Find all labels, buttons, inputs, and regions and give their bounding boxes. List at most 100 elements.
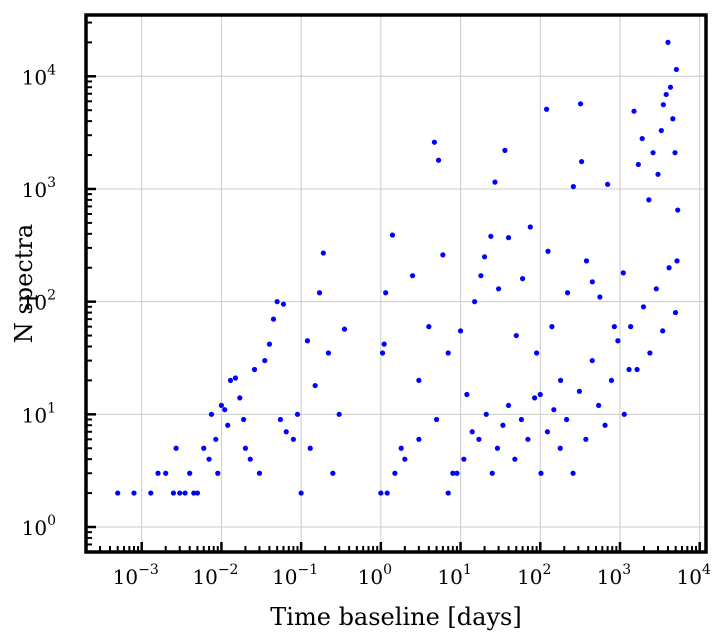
data-point bbox=[457, 328, 464, 334]
y-tick-exponent: 2 bbox=[47, 288, 56, 304]
data-point bbox=[191, 490, 197, 496]
data-point bbox=[280, 301, 287, 307]
data-point bbox=[527, 224, 533, 230]
data-point bbox=[227, 377, 234, 384]
data-point bbox=[389, 232, 396, 238]
data-point bbox=[635, 161, 641, 168]
x-tick-label: 101 bbox=[437, 562, 471, 589]
data-point bbox=[173, 445, 179, 451]
x-tick-label: 10−2 bbox=[192, 562, 238, 589]
data-point bbox=[251, 366, 258, 373]
data-point bbox=[170, 490, 177, 496]
data-point bbox=[307, 445, 313, 451]
x-tick-exponent: 1 bbox=[463, 562, 472, 578]
data-point bbox=[398, 445, 404, 451]
x-axis-label: Time baseline [days] bbox=[270, 603, 521, 631]
data-point bbox=[478, 273, 484, 279]
data-point bbox=[502, 147, 508, 153]
data-point bbox=[435, 157, 442, 163]
data-point bbox=[383, 290, 389, 296]
x-tick-exponent: −2 bbox=[218, 562, 239, 578]
data-point bbox=[538, 470, 544, 476]
data-point bbox=[464, 391, 470, 398]
data-point bbox=[215, 470, 221, 476]
y-tick-label: 103 bbox=[22, 175, 56, 202]
data-point bbox=[454, 470, 460, 476]
data-point bbox=[294, 411, 301, 417]
data-point bbox=[115, 490, 121, 496]
data-point bbox=[564, 416, 570, 423]
data-point bbox=[672, 309, 679, 316]
data-point bbox=[551, 407, 557, 413]
data-point bbox=[596, 402, 602, 409]
data-point bbox=[194, 490, 201, 496]
data-point bbox=[663, 91, 669, 98]
data-point bbox=[131, 490, 137, 496]
data-point bbox=[615, 338, 621, 344]
data-point bbox=[283, 429, 289, 435]
data-point bbox=[640, 304, 647, 310]
x-tick-exponent: −3 bbox=[138, 562, 159, 578]
data-point bbox=[431, 139, 438, 145]
data-point bbox=[667, 84, 674, 90]
data-point bbox=[570, 470, 576, 476]
data-point bbox=[489, 470, 495, 476]
data-point bbox=[597, 294, 603, 300]
data-point bbox=[461, 456, 467, 462]
data-point bbox=[570, 183, 576, 190]
data-point bbox=[222, 407, 228, 413]
x-tick-label: 102 bbox=[517, 562, 551, 589]
data-point bbox=[237, 395, 243, 401]
data-point bbox=[673, 66, 679, 73]
data-point bbox=[674, 258, 680, 264]
y-tick-label: 100 bbox=[22, 513, 56, 540]
y-tick-exponent: 1 bbox=[47, 400, 56, 416]
data-point bbox=[512, 456, 518, 462]
data-point bbox=[634, 366, 640, 373]
data-point bbox=[206, 456, 212, 462]
data-point bbox=[163, 470, 169, 476]
data-point bbox=[518, 416, 525, 423]
data-point bbox=[476, 436, 482, 442]
data-point bbox=[341, 326, 348, 332]
x-tick-exponent: −1 bbox=[298, 562, 319, 578]
data-point bbox=[201, 445, 207, 451]
data-point bbox=[631, 108, 637, 114]
data-point bbox=[558, 377, 564, 384]
data-point bbox=[577, 101, 584, 107]
data-point bbox=[583, 258, 590, 264]
data-point bbox=[650, 150, 656, 156]
data-point bbox=[483, 411, 489, 417]
data-point bbox=[218, 402, 225, 409]
data-point bbox=[262, 357, 268, 364]
data-point bbox=[537, 391, 543, 398]
y-tick-exponent: 3 bbox=[47, 175, 56, 191]
data-point bbox=[481, 254, 488, 260]
data-point bbox=[277, 416, 284, 423]
data-point bbox=[148, 490, 154, 496]
data-point bbox=[500, 422, 506, 428]
data-point bbox=[628, 324, 634, 330]
data-point bbox=[416, 377, 422, 384]
data-point bbox=[639, 135, 645, 142]
data-point bbox=[534, 350, 540, 356]
data-point bbox=[532, 395, 538, 401]
data-point bbox=[392, 470, 398, 476]
data-point bbox=[155, 470, 161, 476]
data-point bbox=[647, 350, 653, 356]
data-point bbox=[225, 422, 231, 428]
data-point bbox=[433, 416, 440, 423]
data-point bbox=[247, 456, 253, 462]
x-tick-exponent: 2 bbox=[543, 562, 552, 578]
x-tick-label: 10−1 bbox=[272, 562, 318, 589]
data-point bbox=[653, 286, 659, 292]
data-point bbox=[241, 416, 247, 423]
data-point bbox=[298, 490, 304, 496]
data-point bbox=[320, 250, 326, 256]
data-point bbox=[440, 252, 446, 258]
data-point bbox=[665, 39, 671, 45]
tick-labels: 10−3 10−2 10−1 100 101 102 103 1041001011021031… bbox=[22, 62, 711, 589]
data-point bbox=[525, 436, 531, 442]
data-point bbox=[445, 350, 451, 356]
